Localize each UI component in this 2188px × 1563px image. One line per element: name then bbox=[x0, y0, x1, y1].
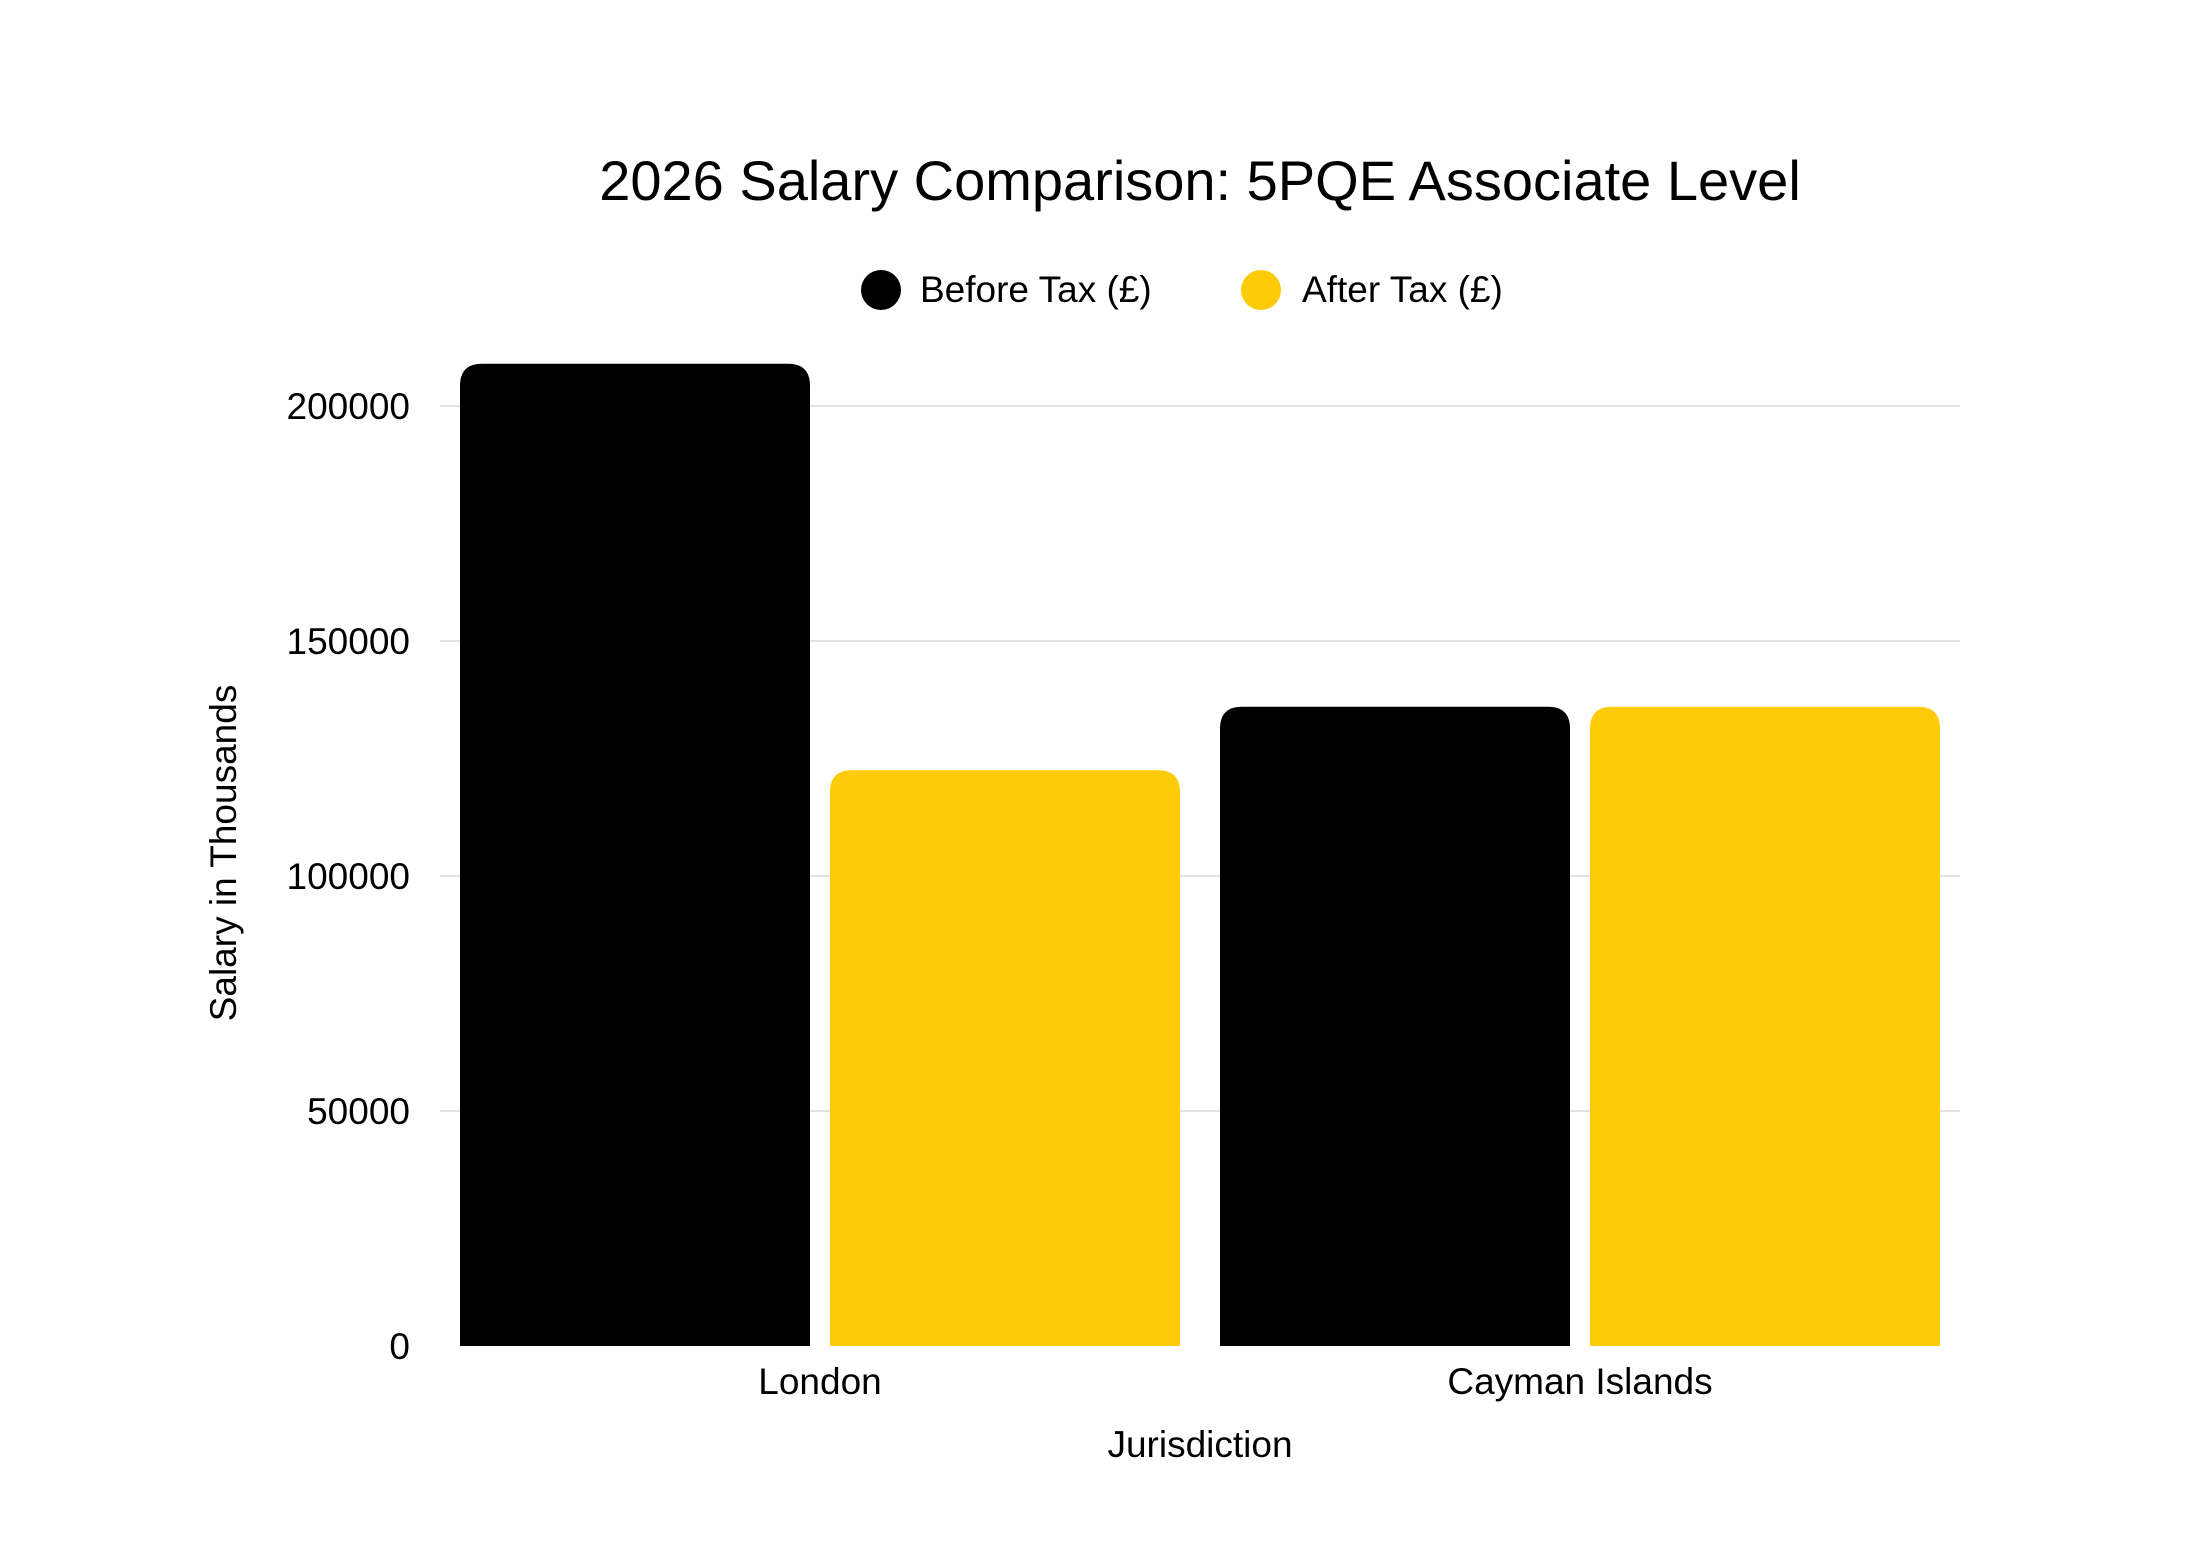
x-category-label: Cayman Islands bbox=[1447, 1361, 1712, 1402]
bar-before-tax-london bbox=[460, 363, 810, 1346]
legend-swatch-after-tax bbox=[1241, 270, 1281, 310]
y-tick-label: 50000 bbox=[307, 1091, 410, 1132]
legend-swatch-before-tax bbox=[861, 270, 901, 310]
legend-label-after-tax: After Tax (£) bbox=[1302, 269, 1503, 310]
y-tick-label: 150000 bbox=[287, 621, 410, 662]
legend-label-before-tax: Before Tax (£) bbox=[920, 269, 1152, 310]
y-tick-label: 100000 bbox=[287, 856, 410, 897]
y-axis-ticks: 0 50000 100000 150000 200000 bbox=[287, 386, 410, 1367]
bar-after-tax-london bbox=[830, 770, 1180, 1346]
x-category-label: London bbox=[758, 1361, 881, 1402]
y-tick-label: 0 bbox=[389, 1326, 410, 1367]
y-axis-label: Salary in Thousands bbox=[203, 685, 244, 1022]
bar-before-tax-cayman-islands bbox=[1220, 706, 1570, 1346]
legend: Before Tax (£) After Tax (£) bbox=[861, 269, 1503, 310]
bars bbox=[460, 363, 1940, 1346]
y-tick-label: 200000 bbox=[287, 386, 410, 427]
x-axis-categories: London Cayman Islands bbox=[758, 1361, 1712, 1402]
bar-after-tax-cayman-islands bbox=[1590, 706, 1940, 1346]
chart-title: 2026 Salary Comparison: 5PQE Associate L… bbox=[599, 149, 1801, 212]
x-axis-label: Jurisdiction bbox=[1107, 1424, 1292, 1465]
